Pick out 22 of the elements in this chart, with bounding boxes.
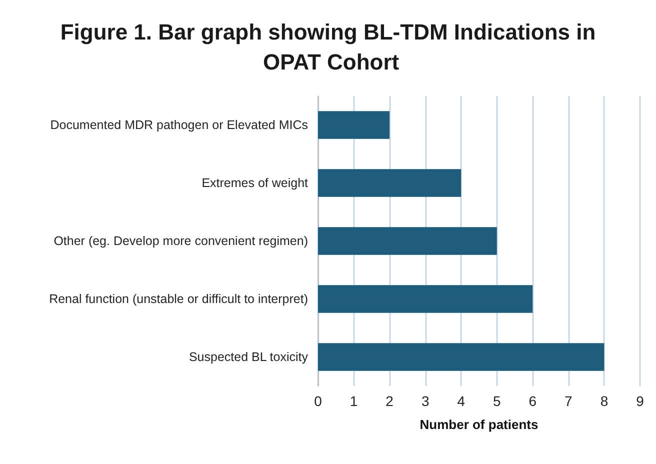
chart-title: Figure 1. Bar graph showing BL-TDM Indications in OPAT Cohort — [60, 20, 596, 74]
x-tick-label: 3 — [421, 393, 430, 409]
x-tick-label: 4 — [457, 393, 466, 409]
x-tick-label: 2 — [386, 393, 394, 409]
x-tick-label: 1 — [350, 393, 358, 409]
x-tick-label: 6 — [528, 393, 537, 409]
bar — [318, 285, 533, 313]
y-tick-label: Suspected BL toxicity — [188, 350, 309, 364]
y-tick-label: Documented MDR pathogen or Elevated MICs — [50, 118, 308, 132]
bar — [318, 227, 497, 255]
x-tick-label: 9 — [636, 393, 644, 409]
bar — [318, 343, 604, 371]
bar — [318, 169, 462, 197]
x-tick-label: 7 — [564, 393, 573, 409]
y-tick-label: Extremes of weight — [202, 176, 309, 190]
bar — [318, 111, 390, 139]
y-tick-label: Renal function (unstable or difficult to interpret) — [49, 292, 308, 306]
x-tick-label: 8 — [600, 393, 608, 409]
x-tick-label: 0 — [314, 393, 322, 409]
y-tick-label: Other (eg. Develop more convenient regimen) — [54, 234, 308, 248]
x-tick-label: 5 — [492, 393, 501, 409]
x-axis-title: Number of patients — [420, 417, 538, 432]
